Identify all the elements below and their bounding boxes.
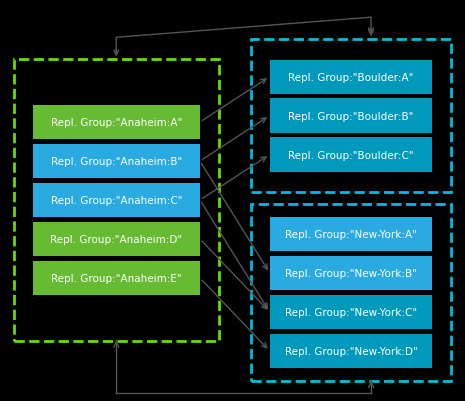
- Bar: [270, 61, 432, 95]
- Text: Repl. Group:"Anaheim:D": Repl. Group:"Anaheim:D": [50, 235, 182, 244]
- Text: Repl. Group:"New-York:D": Repl. Group:"New-York:D": [285, 346, 418, 356]
- Bar: [270, 334, 432, 368]
- Bar: [270, 256, 432, 290]
- Text: Repl. Group:"Boulder:C": Repl. Group:"Boulder:C": [288, 150, 414, 160]
- Text: Repl. Group:"Anaheim:B": Repl. Group:"Anaheim:B": [51, 157, 182, 166]
- Text: Repl. Group:"New-York:B": Repl. Group:"New-York:B": [285, 268, 417, 278]
- Bar: [14, 60, 219, 341]
- Bar: [33, 222, 200, 257]
- Text: Repl. Group:"New-York:A": Repl. Group:"New-York:A": [285, 229, 417, 239]
- Bar: [270, 217, 432, 251]
- Bar: [33, 106, 200, 140]
- Text: Repl. Group:"Boulder:B": Repl. Group:"Boulder:B": [288, 111, 414, 121]
- Bar: [251, 205, 451, 381]
- Text: Repl. Group:"Boulder:A": Repl. Group:"Boulder:A": [288, 73, 414, 82]
- Text: Repl. Group:"New-York:C": Repl. Group:"New-York:C": [285, 307, 417, 317]
- Bar: [270, 99, 432, 133]
- Bar: [251, 40, 451, 192]
- Bar: [270, 138, 432, 172]
- Bar: [33, 261, 200, 295]
- Bar: [33, 184, 200, 217]
- Text: Repl. Group:"Anaheim:C": Repl. Group:"Anaheim:C": [51, 196, 182, 205]
- Text: Repl. Group:"Anaheim:A": Repl. Group:"Anaheim:A": [51, 118, 182, 128]
- Text: Repl. Group:"Anaheim:E": Repl. Group:"Anaheim:E": [51, 273, 181, 283]
- Bar: [33, 145, 200, 179]
- Bar: [270, 295, 432, 329]
